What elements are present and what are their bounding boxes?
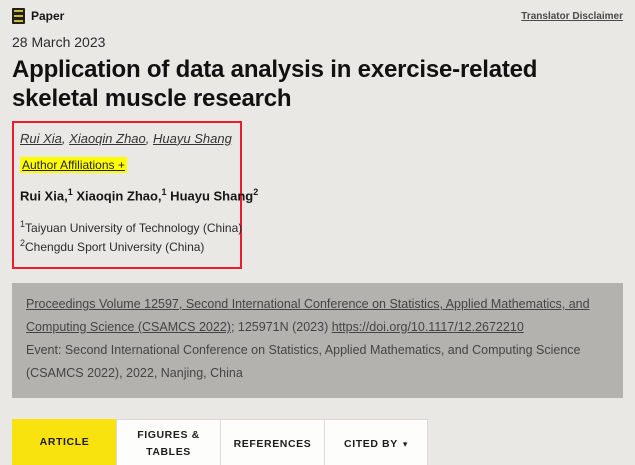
author-affiliation-sup: 1 [161, 186, 167, 197]
chevron-down-icon: ▾ [402, 438, 408, 449]
author-affiliations-toggle[interactable]: Author Affiliations + [20, 156, 127, 173]
citation-box: Proceedings Volume 12597, Second Interna… [12, 283, 623, 398]
tab-references-label: REFERENCES [233, 437, 312, 450]
affiliation-list: 1Taiyuan University of Technology (China… [20, 218, 242, 257]
tab-figures-tables-label: FIGURES & TABLES [137, 429, 200, 459]
author-name: Rui Xia, [20, 187, 68, 203]
affiliation-text: Chengdu Sport University (China) [25, 240, 205, 255]
citation-middle-text: ; 125971N (2023) [230, 320, 332, 335]
tab-cited-by-label: CITED BY [344, 437, 398, 450]
tab-cited-by[interactable]: CITED BY ▾ [324, 418, 428, 465]
tab-figures-tables[interactable]: FIGURES & TABLES [116, 418, 220, 465]
article-title: Application of data analysis in exercise… [12, 56, 538, 113]
affiliation-sup: 2 [20, 238, 26, 249]
tab-references[interactable]: REFERENCES [220, 418, 324, 465]
affiliation-item: 1Taiyuan University of Technology (China… [20, 218, 242, 238]
author-separator: , [61, 130, 70, 146]
tab-article[interactable]: ARTICLE [12, 418, 116, 465]
author-affiliation-sup: 1 [67, 186, 73, 197]
doi-link[interactable]: https://doi.org/10.1117/12.2672210 [331, 320, 524, 335]
translator-disclaimer-link[interactable]: Translator Disclaimer [521, 10, 623, 22]
author-separator: , [145, 130, 154, 146]
affiliation-text: Taiyuan University of Technology (China) [25, 220, 243, 235]
author-link-2[interactable]: Xiaoqin Zhao [69, 130, 146, 146]
author-name: Xiaoqin Zhao, [72, 187, 162, 203]
affiliation-item: 2Chengdu Sport University (China) [20, 237, 234, 257]
author-name: Huayu Shang [166, 187, 254, 203]
affiliation-sup: 1 [20, 218, 26, 229]
author-links-line: Rui Xia, Xiaoqin Zhao, Huayu Shang [20, 131, 234, 146]
proceedings-volume-link[interactable]: Proceedings Volume 12597, Second Interna… [26, 297, 590, 335]
tab-article-label: ARTICLE [39, 435, 90, 448]
author-link-1[interactable]: Rui Xia [20, 130, 62, 146]
citation-line: Proceedings Volume 12597, Second Interna… [26, 297, 590, 334]
author-affiliation-sup: 2 [253, 186, 259, 197]
paper-icon [12, 8, 25, 24]
author-annotation-box: Rui Xia, Xiaoqin Zhao, Huayu Shang Autho… [12, 120, 258, 270]
event-line: Event: Second International Conference o… [26, 343, 581, 381]
content-type: Paper [12, 8, 64, 24]
content-type-label: Paper [31, 9, 65, 23]
publication-date: 28 March 2023 [12, 34, 106, 50]
author-names-full: Rui Xia,1 Xiaoqin Zhao,1 Huayu Shang2 [20, 186, 258, 203]
author-link-3[interactable]: Huayu Shang [153, 130, 232, 146]
top-bar: Paper Translator Disclaimer [12, 6, 623, 26]
article-tabs: ARTICLE FIGURES & TABLES REFERENCES CITE… [12, 418, 623, 465]
